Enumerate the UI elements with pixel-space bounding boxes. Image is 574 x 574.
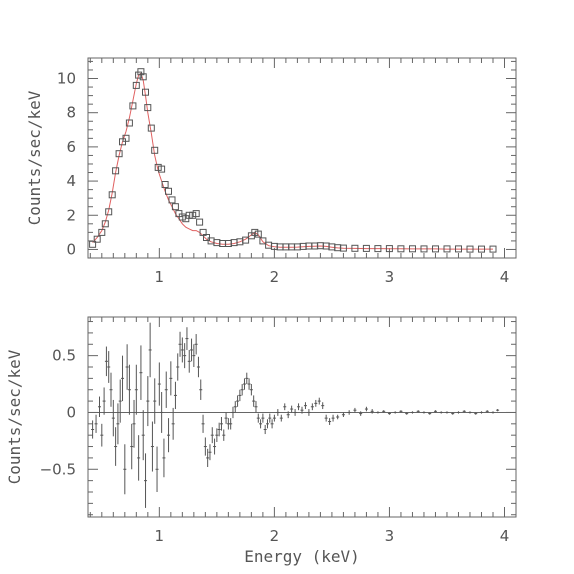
- x-tick-label: 1: [155, 527, 165, 545]
- residuals-plot-frame: [87, 316, 517, 518]
- data-point: [144, 104, 152, 112]
- spectrum-tick-marks: [88, 58, 517, 259]
- y-tick-label: 8: [66, 104, 76, 122]
- y-tick-label: 0: [66, 240, 76, 258]
- data-point: [142, 88, 149, 96]
- data-point: [455, 245, 462, 253]
- x-tick-label: 4: [500, 527, 510, 545]
- residuals-x-axis-title: Energy (keV): [244, 547, 360, 566]
- data-point: [420, 245, 428, 253]
- spectrum-y-axis-title: Counts/sec/keV: [25, 90, 44, 225]
- y-tick-label: 2: [66, 206, 76, 224]
- data-point: [158, 165, 166, 173]
- data-point: [129, 102, 137, 110]
- data-point: [385, 245, 393, 253]
- y-tick-label: 4: [66, 172, 76, 190]
- data-point: [147, 124, 155, 132]
- residuals-tick-marks: [88, 317, 517, 517]
- data-point: [196, 218, 204, 226]
- model-curve: [92, 72, 493, 250]
- data-point: [132, 81, 140, 89]
- data-point: [89, 240, 97, 248]
- data-point: [98, 228, 106, 236]
- y-tick-label: 0.5: [52, 347, 76, 365]
- data-point: [108, 191, 116, 199]
- residuals-y-tick-labels: −0.5 0 0.5: [40, 347, 76, 479]
- x-tick-label: 1: [155, 268, 165, 286]
- data-point: [161, 181, 169, 188]
- y-tick-label: 10: [57, 70, 76, 88]
- data-point: [171, 203, 179, 211]
- x-tick-label: 4: [500, 268, 510, 286]
- y-tick-label: −0.5: [40, 460, 76, 478]
- data-point: [122, 134, 130, 142]
- data-point: [397, 245, 405, 253]
- data-point: [351, 244, 359, 252]
- data-point: [112, 167, 120, 175]
- data-point: [409, 245, 416, 253]
- data-point: [489, 245, 497, 253]
- data-point: [259, 237, 267, 245]
- residuals-panel: 1 2 3 4 −0.5 0 0.5 Counts/sec/keV Energy (keV…: [5, 316, 517, 566]
- data-point: [101, 220, 109, 228]
- data-point: [443, 245, 451, 253]
- data-point: [125, 119, 133, 127]
- y-tick-label: 6: [66, 138, 76, 156]
- data-point: [339, 244, 347, 252]
- x-tick-label: 3: [385, 527, 395, 545]
- data-point: [168, 196, 176, 204]
- residual-points: [91, 322, 500, 508]
- data-point: [115, 150, 123, 158]
- data-point: [432, 245, 439, 253]
- data-point: [466, 245, 474, 253]
- residuals-x-tick-labels: 1 2 3 4: [155, 527, 510, 545]
- data-point: [254, 230, 262, 238]
- spectrum-x-tick-labels: 1 2 3 4: [155, 268, 510, 286]
- y-tick-label: 0: [66, 403, 76, 421]
- spectrum-plot-frame: [87, 57, 517, 259]
- data-point: [105, 208, 113, 216]
- data-point: [93, 235, 101, 243]
- data-point: [165, 187, 172, 195]
- data-point: [219, 240, 227, 247]
- data-point: [242, 236, 250, 244]
- data-point: [374, 245, 382, 253]
- data-point: [192, 210, 200, 218]
- data-point: [362, 244, 370, 252]
- spectrum-panel: 1 2 3 4 0 2 4 6 8 10 Counts/sec/keV: [25, 57, 517, 286]
- x-tick-label: 3: [385, 268, 395, 286]
- data-point: [478, 245, 485, 253]
- data-point: [139, 73, 147, 81]
- data-point: [137, 68, 145, 76]
- data-points: [89, 68, 497, 253]
- residuals-y-axis-title: Counts/sec/keV: [5, 349, 24, 484]
- x-tick-label: 2: [270, 268, 280, 286]
- model-line: [92, 72, 493, 250]
- data-point: [224, 240, 232, 247]
- spectrum-y-tick-labels: 0 2 4 6 8 10: [57, 70, 76, 259]
- x-tick-label: 2: [270, 527, 280, 545]
- data-point: [151, 146, 159, 154]
